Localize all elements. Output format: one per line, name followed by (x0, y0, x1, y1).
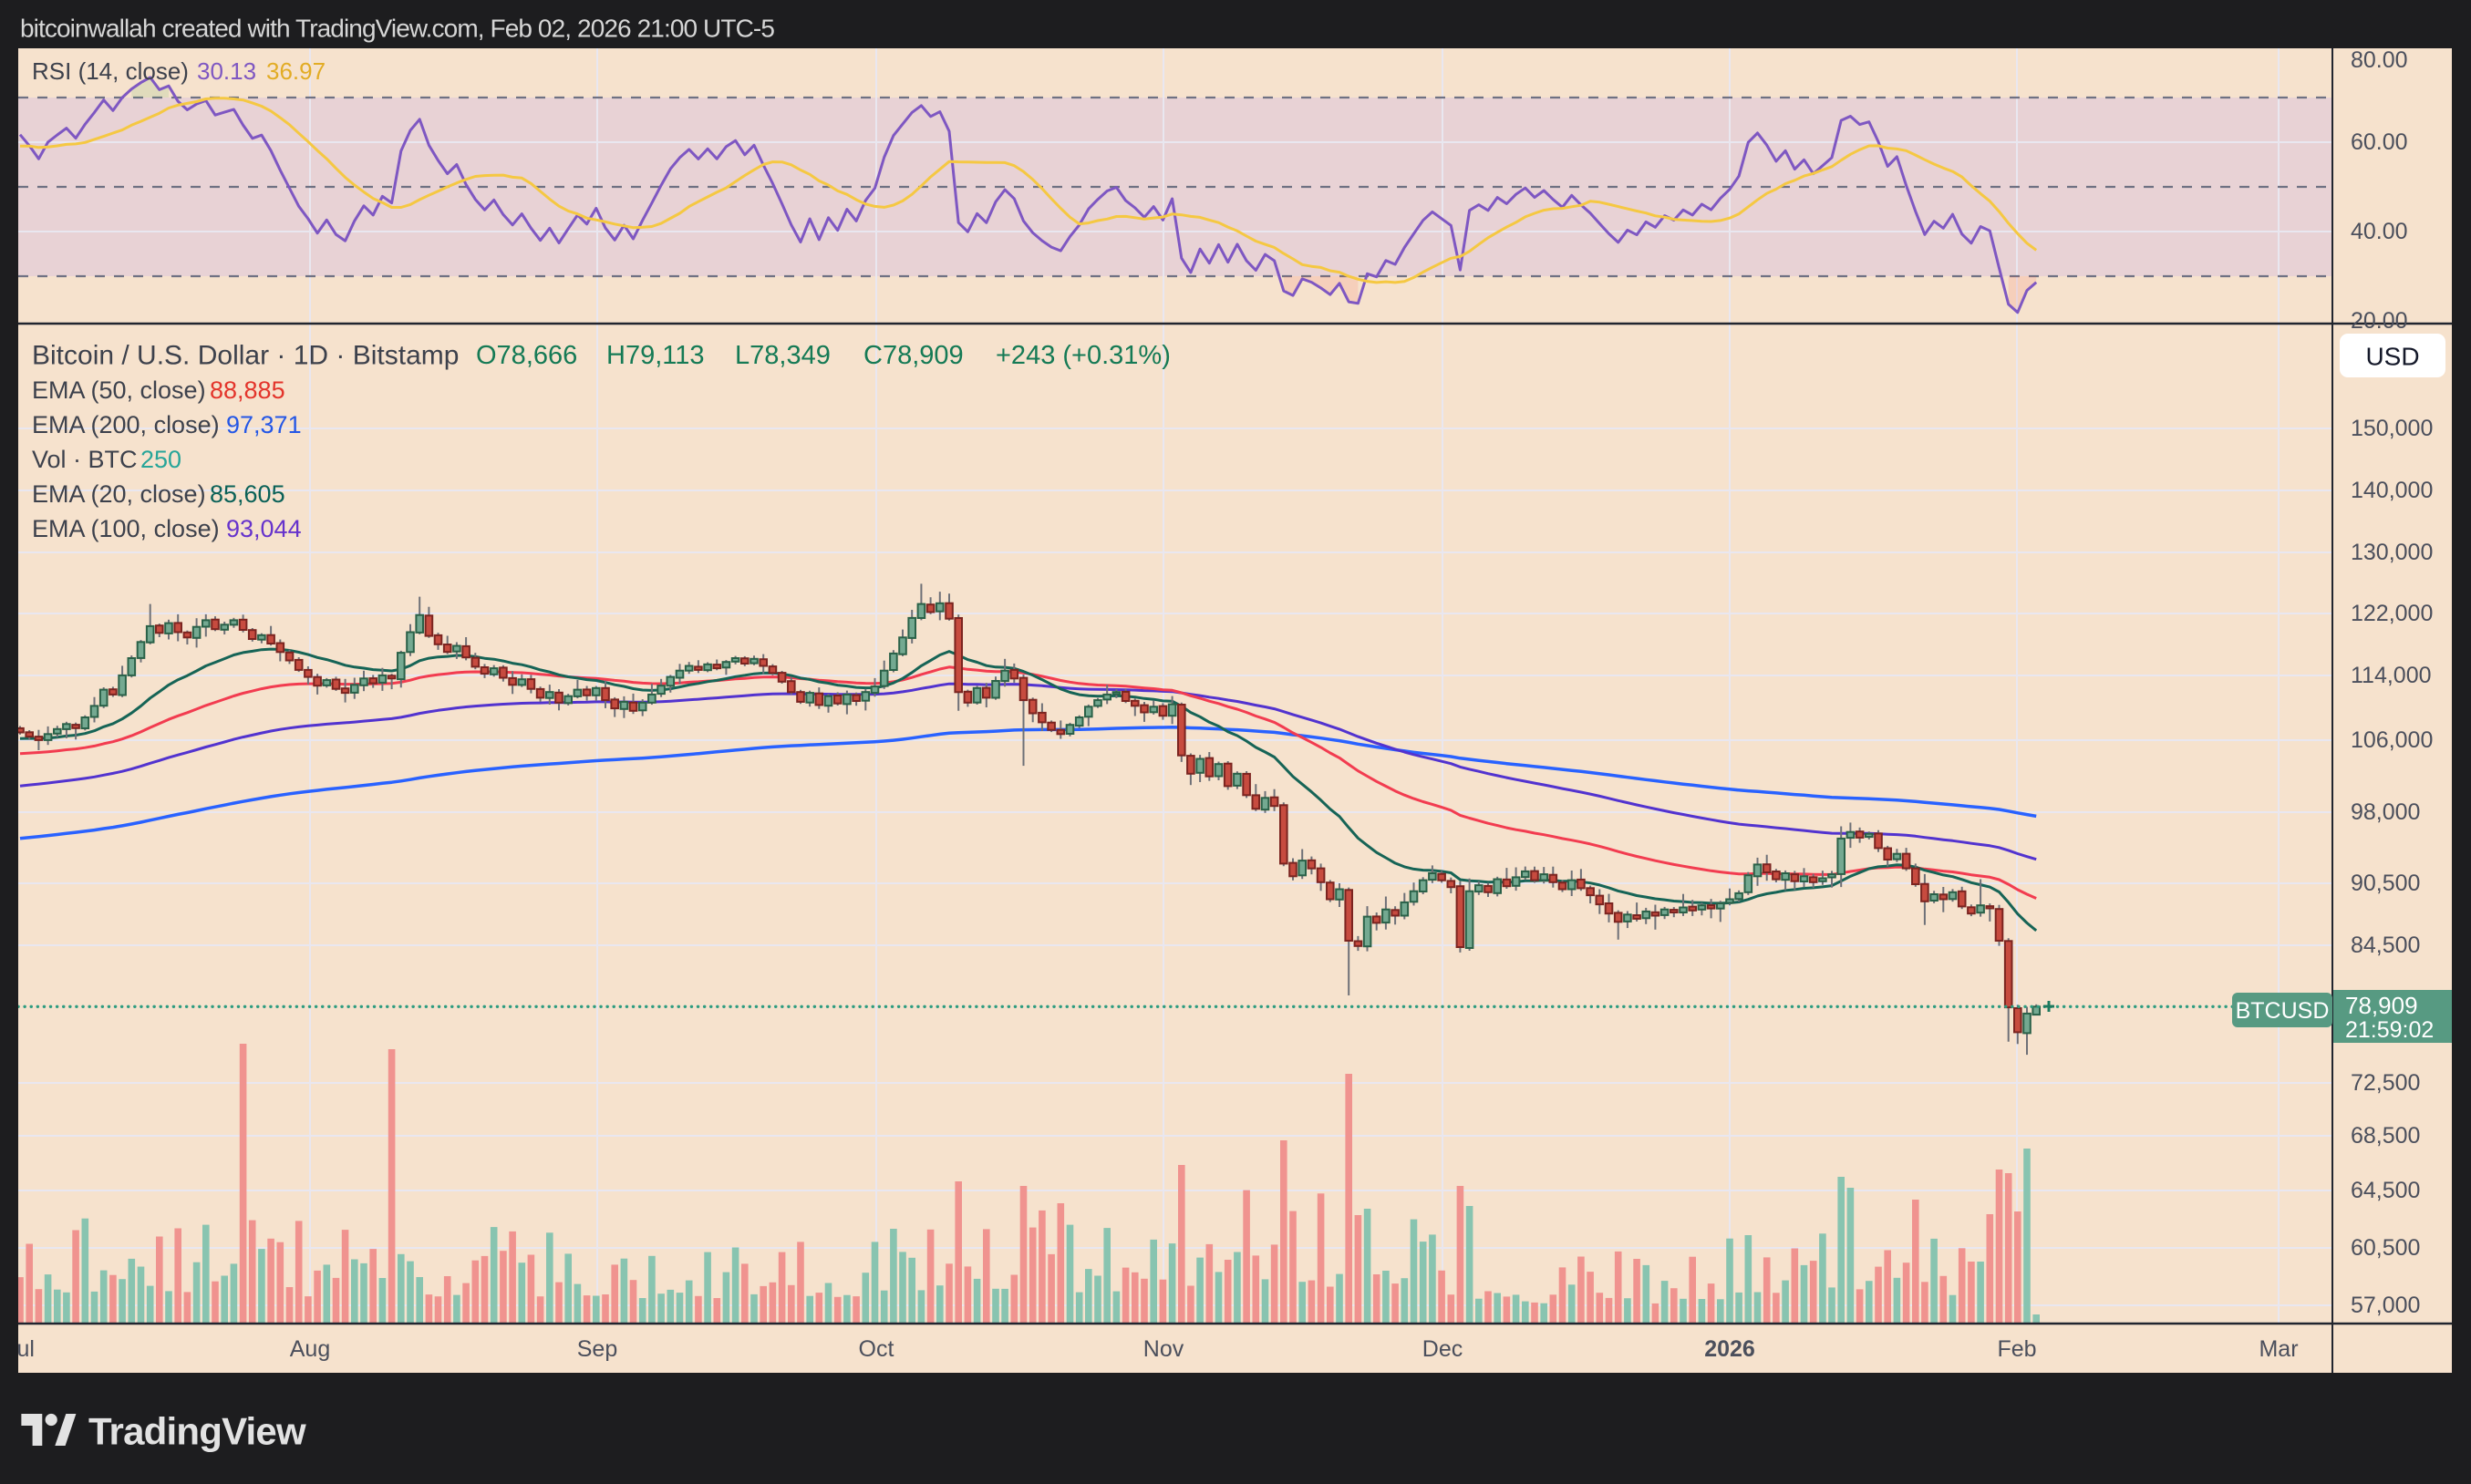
svg-text:78,909: 78,909 (2345, 992, 2418, 1019)
svg-text:85,605: 85,605 (210, 480, 285, 508)
svg-text:80.00: 80.00 (2351, 47, 2408, 73)
svg-text:84,500: 84,500 (2351, 933, 2420, 958)
svg-text:Aug: Aug (290, 1336, 330, 1362)
svg-text:Sep: Sep (577, 1336, 617, 1362)
svg-text:122,000: 122,000 (2351, 601, 2433, 626)
svg-text:150,000: 150,000 (2351, 416, 2433, 441)
svg-text:bitcoinwallah created with Tra: bitcoinwallah created with TradingView.c… (20, 15, 774, 43)
svg-text:EMA (100, close): EMA (100, close) (32, 515, 220, 542)
svg-text:TradingView: TradingView (88, 1410, 306, 1453)
svg-text:90,500: 90,500 (2351, 871, 2420, 896)
svg-text:RSI (14, close): RSI (14, close) (32, 57, 189, 85)
svg-text:60,500: 60,500 (2351, 1235, 2420, 1261)
svg-text:Feb: Feb (1997, 1336, 2036, 1362)
svg-text:97,371: 97,371 (226, 411, 302, 438)
svg-text:21:59:02: 21:59:02 (2345, 1017, 2434, 1043)
svg-text:Dec: Dec (1422, 1336, 1463, 1362)
svg-text:L78,349: L78,349 (735, 341, 831, 370)
svg-text:36.97: 36.97 (266, 57, 326, 85)
svg-text:130,000: 130,000 (2351, 540, 2433, 565)
svg-text:Vol · BTC: Vol · BTC (32, 446, 138, 473)
svg-text:EMA (200, close): EMA (200, close) (32, 411, 220, 438)
svg-text:98,000: 98,000 (2351, 799, 2420, 825)
svg-text:30.13: 30.13 (197, 57, 256, 85)
svg-text:57,000: 57,000 (2351, 1293, 2420, 1318)
svg-text:2026: 2026 (1704, 1336, 1755, 1362)
svg-text:O78,666: O78,666 (476, 341, 577, 370)
svg-text:250: 250 (140, 446, 181, 473)
svg-text:60.00: 60.00 (2351, 129, 2408, 155)
svg-text:C78,909: C78,909 (863, 341, 964, 370)
svg-text:40.00: 40.00 (2351, 219, 2408, 244)
svg-text:Mar: Mar (2259, 1336, 2298, 1362)
svg-text:Bitcoin / U.S. Dollar · 1D · B: Bitcoin / U.S. Dollar · 1D · Bitstamp (32, 341, 459, 371)
svg-text:H79,113: H79,113 (606, 341, 705, 370)
svg-text:140,000: 140,000 (2351, 478, 2433, 503)
svg-text:64,500: 64,500 (2351, 1178, 2420, 1203)
svg-text:BTCUSD: BTCUSD (2236, 998, 2330, 1024)
svg-text:USD: USD (2365, 343, 2419, 371)
svg-text:72,500: 72,500 (2351, 1070, 2420, 1096)
svg-text:Oct: Oct (859, 1336, 894, 1362)
svg-text:93,044: 93,044 (226, 515, 302, 542)
svg-text:EMA (50, close): EMA (50, close) (32, 376, 206, 404)
svg-text:114,000: 114,000 (2351, 663, 2432, 688)
svg-text:Nov: Nov (1143, 1336, 1184, 1362)
svg-text:106,000: 106,000 (2351, 727, 2433, 753)
svg-text:+243 (+0.31%): +243 (+0.31%) (996, 341, 1171, 370)
svg-text:20.00: 20.00 (2351, 308, 2408, 334)
svg-text:EMA (20, close): EMA (20, close) (32, 480, 206, 508)
svg-text:68,500: 68,500 (2351, 1123, 2420, 1149)
svg-text:88,885: 88,885 (210, 376, 285, 404)
